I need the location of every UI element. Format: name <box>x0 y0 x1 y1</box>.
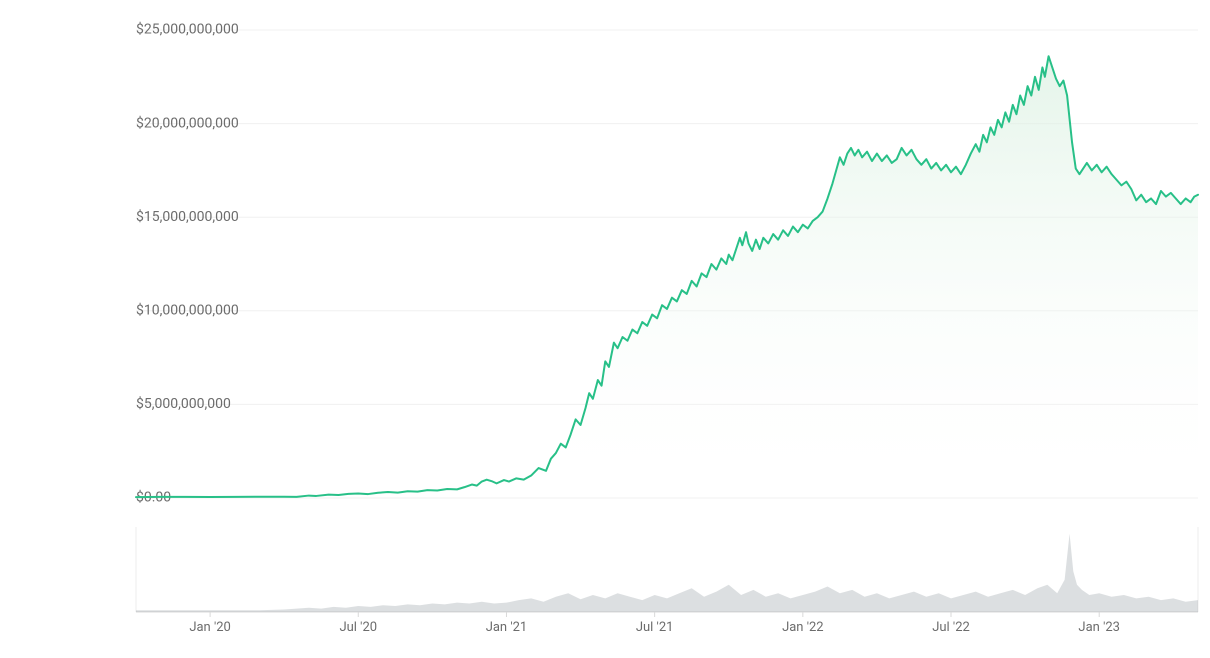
x-axis-label: Jan '21 <box>486 620 528 635</box>
y-axis-label: $25,000,000,000 <box>136 21 239 38</box>
chart-svg[interactable]: $0.00$5,000,000,000$10,000,000,000$15,00… <box>0 0 1210 658</box>
x-axis-label: Jul '20 <box>339 620 377 635</box>
y-axis-label: $20,000,000,000 <box>136 114 239 131</box>
price-chart[interactable]: $0.00$5,000,000,000$10,000,000,000$15,00… <box>0 0 1210 658</box>
x-axis-label: Jul '22 <box>932 620 970 635</box>
x-axis-label: Jan '23 <box>1078 620 1120 635</box>
y-axis-label: $10,000,000,000 <box>136 302 239 319</box>
x-axis-label: Jul '21 <box>636 620 674 635</box>
y-axis-label: $15,000,000,000 <box>136 208 239 225</box>
x-axis-label: Jan '22 <box>782 620 824 635</box>
x-axis-label: Jan '20 <box>189 620 231 635</box>
y-axis-label: $5,000,000,000 <box>136 395 231 412</box>
